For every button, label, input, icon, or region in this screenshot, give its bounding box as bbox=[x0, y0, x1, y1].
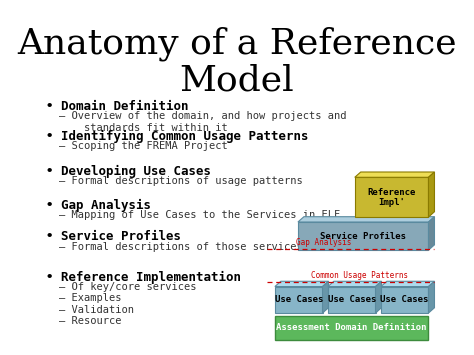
Polygon shape bbox=[428, 281, 435, 313]
Text: • Identifying Common Usage Patterns: • Identifying Common Usage Patterns bbox=[46, 130, 308, 143]
Polygon shape bbox=[428, 217, 435, 250]
Text: – Mapping of Use Cases to the Services in ELF: – Mapping of Use Cases to the Services i… bbox=[59, 210, 341, 220]
Text: • Domain Definition: • Domain Definition bbox=[46, 100, 188, 113]
FancyBboxPatch shape bbox=[275, 316, 428, 339]
Text: – Examples: – Examples bbox=[59, 293, 122, 304]
Text: Use Cases: Use Cases bbox=[381, 295, 429, 304]
Text: – Validation: – Validation bbox=[59, 305, 135, 315]
Text: Assessment Domain Definition: Assessment Domain Definition bbox=[276, 323, 427, 332]
Text: – Formal descriptions of usage patterns: – Formal descriptions of usage patterns bbox=[59, 176, 303, 186]
Text: – Scoping the FREMA Project: – Scoping the FREMA Project bbox=[59, 141, 228, 151]
Polygon shape bbox=[322, 281, 328, 313]
Text: Common Usage Patterns: Common Usage Patterns bbox=[311, 271, 408, 280]
Text: Use Cases: Use Cases bbox=[274, 295, 323, 304]
Text: – Of key/core services: – Of key/core services bbox=[59, 282, 197, 292]
Text: • Reference Implementation: • Reference Implementation bbox=[46, 271, 240, 284]
Text: Reference
Impl': Reference Impl' bbox=[367, 188, 416, 207]
Text: Service Profiles: Service Profiles bbox=[320, 231, 406, 241]
FancyBboxPatch shape bbox=[275, 286, 322, 313]
Text: • Developing Use Cases: • Developing Use Cases bbox=[46, 165, 210, 178]
FancyBboxPatch shape bbox=[328, 286, 375, 313]
Polygon shape bbox=[381, 281, 435, 286]
Text: – Resource: – Resource bbox=[59, 316, 122, 326]
Text: – Overview of the domain, and how projects and
    standards fit within it: – Overview of the domain, and how projec… bbox=[59, 111, 347, 133]
Text: Use Cases: Use Cases bbox=[328, 295, 376, 304]
Polygon shape bbox=[375, 281, 382, 313]
Text: Anatomy of a Reference
Model: Anatomy of a Reference Model bbox=[17, 26, 457, 97]
FancyBboxPatch shape bbox=[298, 222, 428, 250]
Polygon shape bbox=[298, 217, 435, 222]
Text: Gap Analysis: Gap Analysis bbox=[296, 238, 352, 247]
Text: • Gap Analysis: • Gap Analysis bbox=[46, 199, 151, 212]
Polygon shape bbox=[275, 281, 328, 286]
Polygon shape bbox=[428, 172, 435, 217]
Polygon shape bbox=[355, 172, 435, 177]
Text: – Formal descriptions of those services: – Formal descriptions of those services bbox=[59, 242, 303, 252]
FancyBboxPatch shape bbox=[355, 177, 428, 217]
Text: • Service Profiles: • Service Profiles bbox=[46, 230, 181, 243]
Polygon shape bbox=[328, 281, 382, 286]
FancyBboxPatch shape bbox=[381, 286, 428, 313]
